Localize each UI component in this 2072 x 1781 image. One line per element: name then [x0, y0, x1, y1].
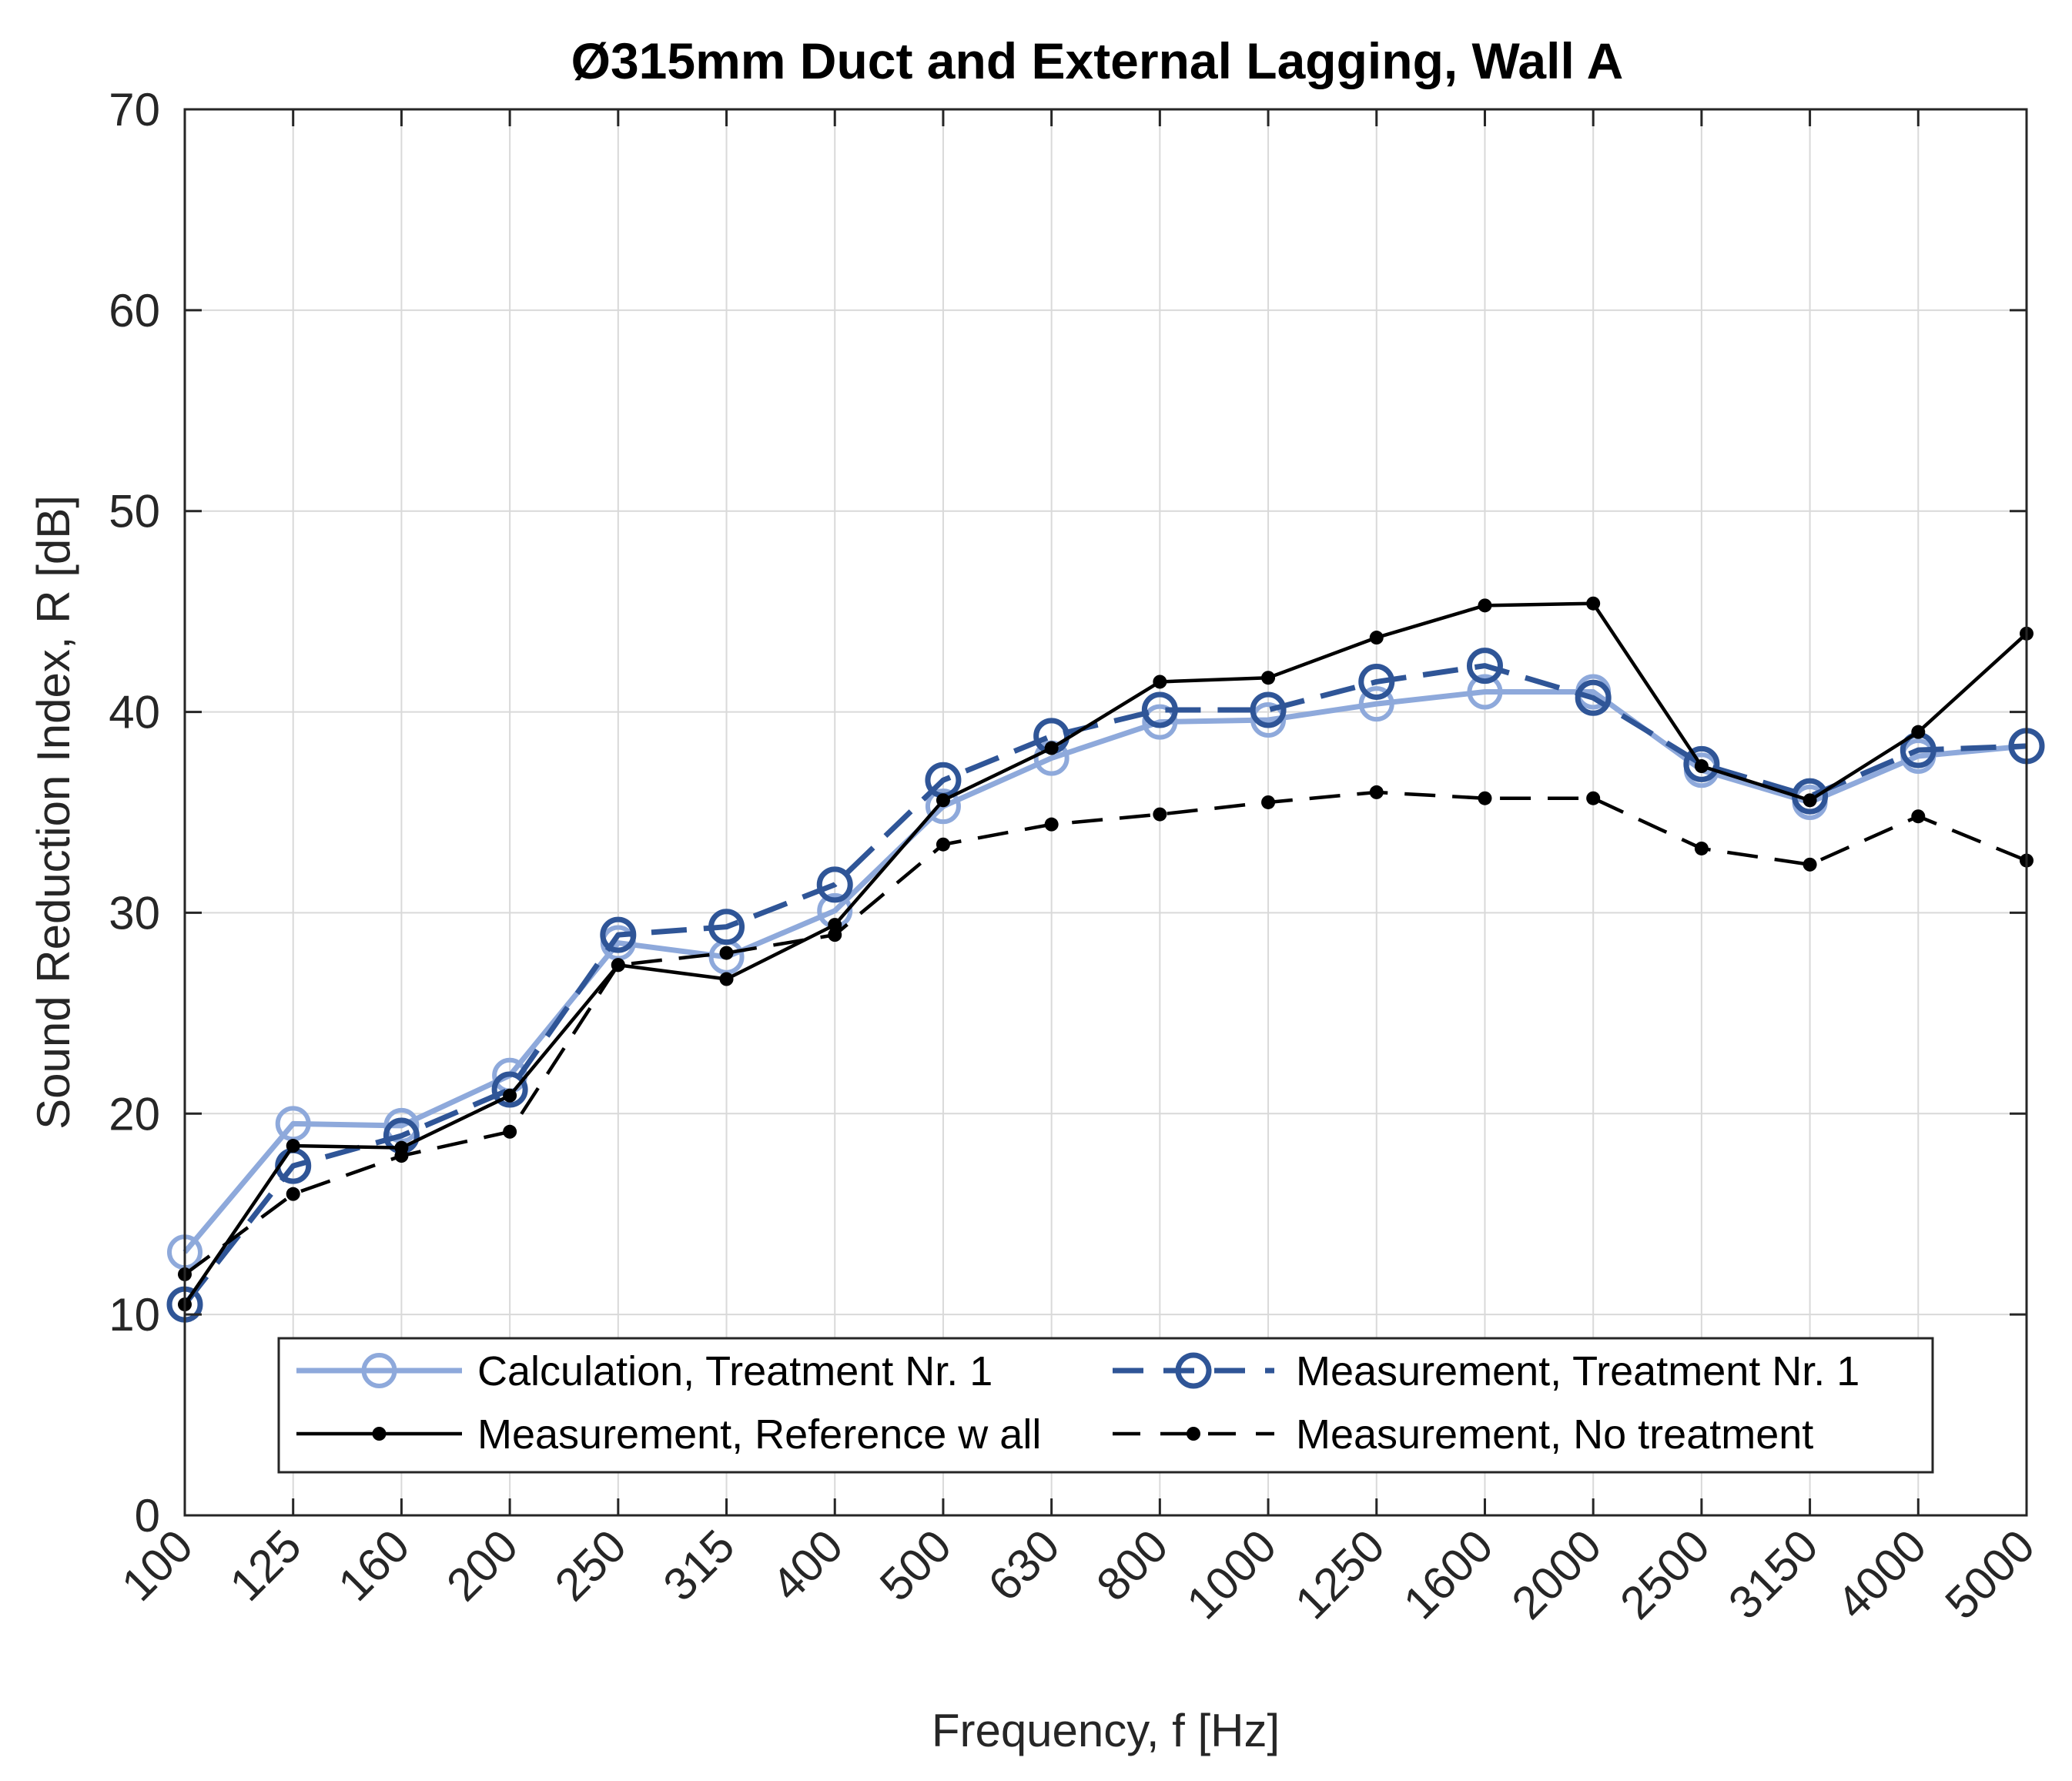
legend-box [277, 1337, 1934, 1474]
data-point [1358, 686, 1394, 722]
data-point [1694, 759, 1709, 774]
y-tick-label: 40 [109, 687, 160, 738]
series-line [182, 663, 2027, 1307]
legend-marker [1175, 1352, 1212, 1389]
data-point [1683, 745, 1720, 782]
legend-item: Measurement, Treatment Nr. 1 [1113, 1348, 1859, 1394]
plot-area [185, 109, 2027, 1515]
series-line [182, 688, 2027, 1254]
data-point [1694, 841, 1709, 855]
data-point [1141, 691, 1178, 728]
legend-label: Calculation, Treatment Nr. 1 [477, 1348, 992, 1394]
data-point [1803, 857, 1817, 872]
data-point [936, 793, 950, 808]
data-point [286, 1187, 300, 1201]
legend-marker [372, 1427, 387, 1441]
legend-item: Measurement, Reference w all [296, 1411, 1041, 1458]
data-point [1142, 704, 1178, 740]
data-point [1250, 702, 1287, 738]
data-point [828, 918, 842, 932]
data-point [1803, 793, 1817, 808]
data-point [491, 1071, 528, 1108]
y-tick-label: 50 [109, 486, 160, 537]
data-point [1369, 785, 1384, 799]
data-point [719, 946, 734, 960]
data-point [1044, 817, 1059, 832]
legend-item: Calculation, Treatment Nr. 1 [296, 1348, 992, 1394]
data-point [708, 909, 745, 946]
data-point [1250, 691, 1287, 728]
data-point [1575, 679, 1612, 716]
legend-label: Measurement, No treatment [1296, 1411, 1813, 1458]
data-point [286, 1139, 300, 1153]
series-line [183, 790, 2027, 1276]
y-tick-label: 60 [109, 285, 160, 336]
data-point [719, 972, 734, 986]
data-point [1478, 598, 1492, 613]
data-point [828, 928, 842, 942]
data-point [1586, 596, 1601, 611]
series-line [183, 601, 2028, 1306]
data-point [600, 916, 637, 953]
data-point [1369, 631, 1384, 645]
series-measurement-no-treatment [178, 785, 2034, 1281]
data-point [1153, 807, 1167, 822]
data-point [1466, 648, 1503, 685]
legend-label: Measurement, Treatment Nr. 1 [1296, 1348, 1859, 1394]
legend-label: Measurement, Reference w all [477, 1411, 1041, 1458]
legend-marker [1187, 1427, 1200, 1441]
data-point [925, 788, 961, 825]
legend-item: Measurement, No treatment [1113, 1411, 1813, 1458]
y-tick-label: 10 [109, 1289, 160, 1341]
y-tick-label: 70 [109, 84, 160, 136]
y-axis-label: Sound Reduction Index, R [dB] [28, 495, 79, 1130]
data-point [936, 837, 950, 852]
data-point [1261, 671, 1276, 685]
data-point [1478, 791, 1492, 805]
chart-title: Ø315mm Duct and External Lagging, Wall A [571, 32, 1624, 89]
data-point [503, 1088, 517, 1103]
data-point [1261, 795, 1276, 809]
data-point [503, 1124, 517, 1139]
data-point [1358, 663, 1395, 700]
legend-marker [361, 1353, 397, 1388]
plot-frame [183, 108, 2028, 1517]
x-axis-label: Frequency, f [Hz] [932, 1705, 1280, 1756]
data-point [1153, 675, 1167, 689]
legend: Calculation, Treatment Nr. 1 Measurement,… [277, 1337, 1934, 1474]
data-point [1044, 741, 1059, 755]
y-tick-label: 20 [109, 1088, 160, 1140]
data-point [1467, 674, 1503, 710]
data-point [394, 1149, 409, 1163]
data-point [816, 866, 853, 903]
y-tick-label: 30 [109, 887, 160, 939]
y-tick-label: 0 [135, 1490, 160, 1542]
data-point [1586, 791, 1601, 805]
data-point [1911, 809, 1926, 824]
data-point [611, 958, 625, 973]
data-point [1911, 725, 1926, 739]
